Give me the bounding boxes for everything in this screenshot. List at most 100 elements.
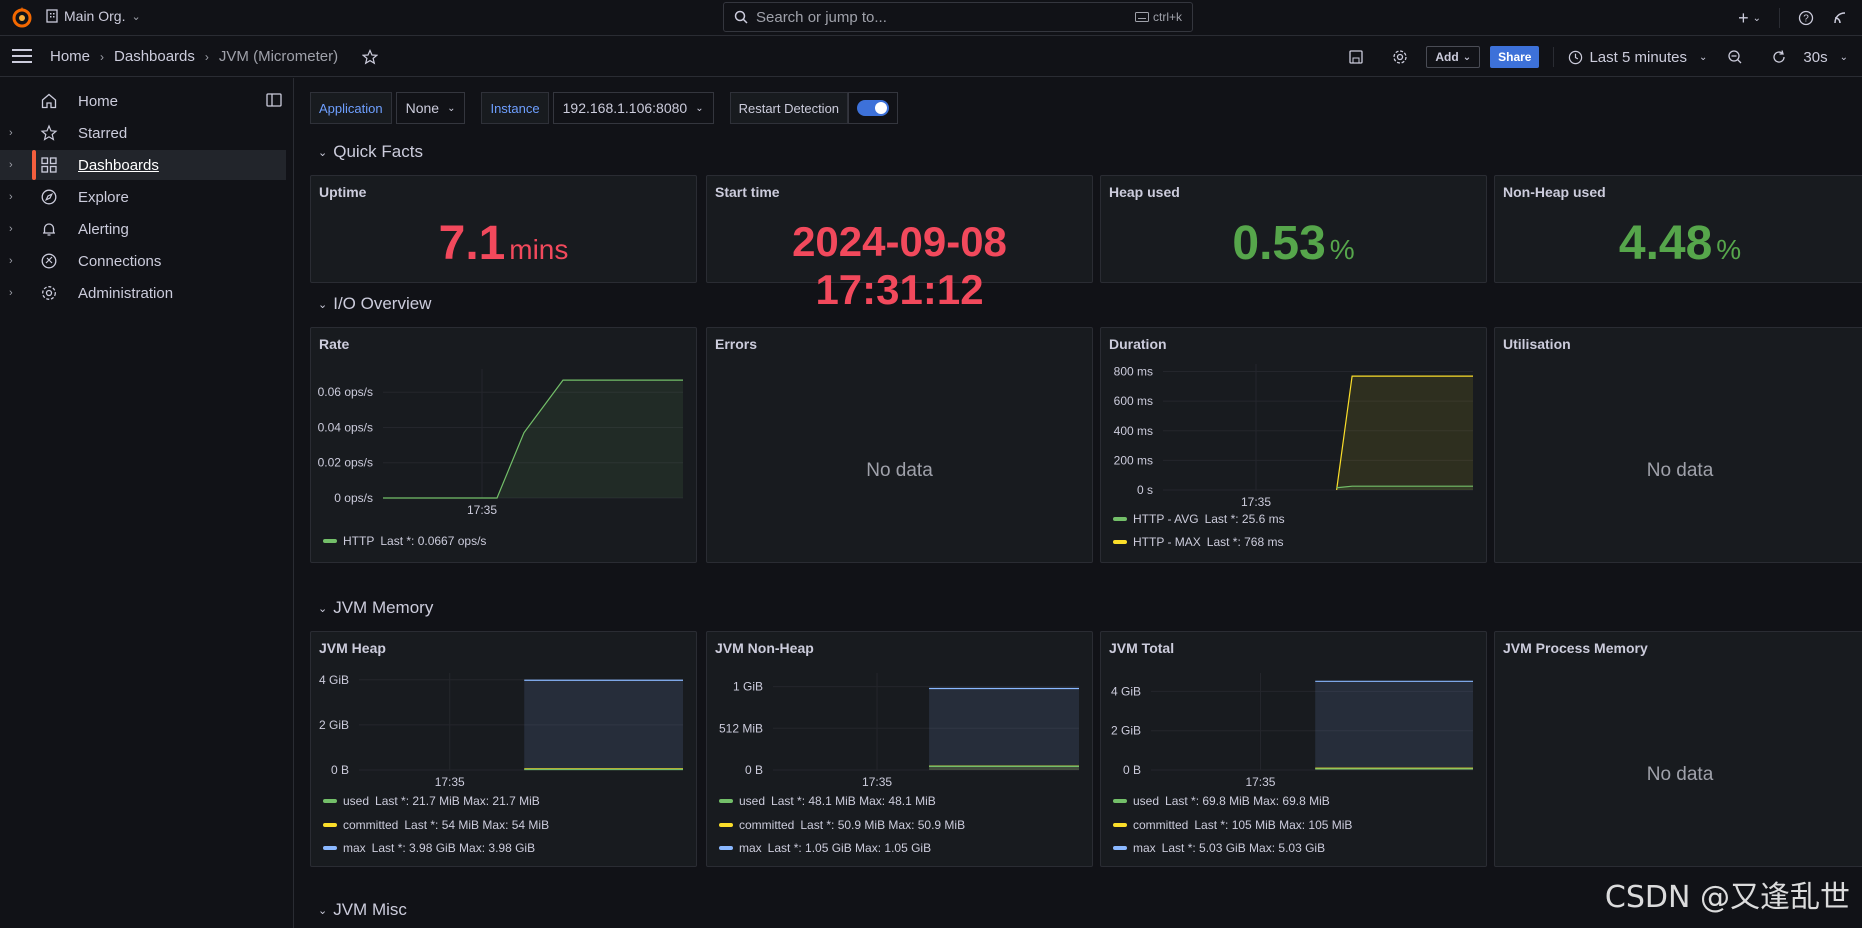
y-tick-label: 2 GiB (1111, 724, 1141, 738)
variable-label-instance: Instance (481, 92, 549, 124)
stat-number: 4.48 (1618, 217, 1713, 270)
time-range-picker[interactable]: Last 5 minutes ⌄ (1568, 49, 1707, 66)
divider (1779, 8, 1780, 28)
share-button[interactable]: Share (1490, 46, 1540, 68)
chevron-right-icon[interactable]: › (9, 223, 13, 235)
refresh-interval-picker[interactable]: 30s ⌄ (1803, 49, 1848, 66)
grafana-logo-icon[interactable] (10, 5, 34, 29)
jvm-heap-chart[interactable]: 0 B 2 GiB 4 GiB 17:35 (311, 668, 698, 818)
panel-title: Duration (1109, 336, 1167, 352)
instance-value: 192.168.1.106:8080 (562, 100, 688, 116)
panel-utilisation[interactable]: Utilisation No data (1494, 327, 1862, 563)
news-icon[interactable] (1832, 10, 1848, 26)
row-jvm-misc[interactable]: ⌄ JVM Misc (318, 900, 407, 920)
dock-menu-icon[interactable] (266, 92, 282, 108)
y-tick-label: 0 B (331, 763, 349, 777)
sidebar-item-label: Connections (78, 252, 162, 270)
legend-swatch (1113, 540, 1127, 544)
chevron-right-icon[interactable]: › (9, 191, 13, 203)
refresh-icon[interactable] (1771, 49, 1787, 65)
chevron-down-icon: ⌄ (1699, 51, 1708, 63)
legend-name: used (739, 794, 766, 808)
legend-name: max (739, 841, 762, 855)
chevron-right-icon[interactable]: › (9, 159, 13, 171)
panel-title: Heap used (1109, 184, 1180, 200)
breadcrumb-dashboards[interactable]: Dashboards (114, 48, 195, 65)
chevron-right-icon[interactable]: › (9, 127, 13, 139)
chevron-right-icon[interactable]: › (9, 255, 13, 267)
zoom-out-icon[interactable] (1727, 49, 1743, 65)
legend-item[interactable]: used Last *: 21.7 MiB Max: 21.7 MiB (323, 794, 540, 808)
sidebar: Home › Starred › Dashboards › Explore › … (0, 78, 294, 928)
legend-item[interactable]: used Last *: 69.8 MiB Max: 69.8 MiB (1113, 794, 1330, 808)
chevron-right-icon[interactable]: › (9, 287, 13, 299)
breadcrumb-current: JVM (Micrometer) (218, 48, 339, 65)
panel-start-time[interactable]: Start time 2024-09-08 17:31:12 (706, 175, 1093, 313)
y-tick-label: 0 B (745, 763, 763, 777)
chevron-down-icon: ⌄ (318, 298, 328, 311)
row-jvm-memory[interactable]: ⌄ JVM Memory (318, 598, 433, 618)
sidebar-item-administration[interactable]: › Administration (0, 278, 286, 308)
panel-duration[interactable]: Duration 0 s 200 ms 400 ms 600 ms 800 ms 17:3… (1100, 327, 1487, 563)
x-tick-label: 17:35 (1241, 495, 1271, 509)
search-bar[interactable]: Search or jump to... ctrl+k (723, 2, 1193, 32)
sidebar-item-label: Explore (78, 188, 129, 206)
panel-non-heap-used[interactable]: Non-Heap used 4.48 % (1494, 175, 1862, 283)
panel-jvm-process-memory[interactable]: JVM Process Memory No data (1494, 631, 1862, 867)
legend-item[interactable]: max Last *: 1.05 GiB Max: 1.05 GiB (719, 841, 931, 855)
rate-chart[interactable]: 0 ops/s 0.02 ops/s 0.04 ops/s 0.06 ops/s 17:… (311, 364, 698, 544)
legend-swatch (323, 823, 337, 827)
sidebar-item-explore[interactable]: › Explore (0, 182, 286, 212)
jvm-total-chart[interactable]: 0 B 2 GiB 4 GiB 17:35 (1101, 668, 1488, 818)
sidebar-item-home[interactable]: Home (0, 86, 286, 116)
jvm-non-heap-chart[interactable]: 0 B 512 MiB 1 GiB 17:35 (707, 668, 1094, 818)
legend-name: used (343, 794, 370, 808)
star-icon[interactable] (362, 48, 379, 65)
panel-jvm-total[interactable]: JVM Total 0 B 2 GiB 4 GiB 17:35 used Last *:… (1100, 631, 1487, 867)
legend-stats: Last *: 5.03 GiB Max: 5.03 GiB (1161, 841, 1326, 855)
panel-uptime[interactable]: Uptime 7.1 mins (310, 175, 697, 283)
legend-item[interactable]: max Last *: 3.98 GiB Max: 3.98 GiB (323, 841, 535, 855)
sidebar-item-connections[interactable]: › Connections (0, 246, 286, 276)
legend-item[interactable]: HTTP Last *: 0.0667 ops/s (323, 534, 486, 548)
sidebar-item-label: Home (78, 92, 119, 110)
y-tick-label: 4 GiB (1111, 684, 1141, 698)
sidebar-item-starred[interactable]: › Starred (0, 118, 286, 148)
duration-chart[interactable]: 0 s 200 ms 400 ms 600 ms 800 ms 17:35 (1101, 358, 1488, 518)
legend-item[interactable]: committed Last *: 105 MiB Max: 105 MiB (1113, 818, 1352, 832)
panel-jvm-heap[interactable]: JVM Heap 0 B 2 GiB 4 GiB 17:35 used Last *: … (310, 631, 697, 867)
restart-detection-toggle[interactable] (848, 92, 899, 124)
panel-heap-used[interactable]: Heap used 0.53 % (1100, 175, 1487, 283)
legend-item[interactable]: committed Last *: 50.9 MiB Max: 50.9 MiB (719, 818, 965, 832)
stat-value: 0.53 % (1101, 216, 1486, 271)
legend-stats: Last *: 105 MiB Max: 105 MiB (1194, 818, 1353, 832)
sidebar-item-alerting[interactable]: › Alerting (0, 214, 286, 244)
new-menu-button[interactable]: + ⌄ (1738, 7, 1761, 28)
y-tick-label: 0.06 ops/s (318, 385, 373, 399)
panel-errors[interactable]: Errors No data (706, 327, 1093, 563)
org-switcher[interactable]: Main Org. ⌄ (46, 8, 141, 24)
toggle-switch[interactable] (857, 100, 890, 116)
sidebar-item-dashboards[interactable]: › Dashboards (0, 150, 286, 180)
settings-icon[interactable] (1392, 49, 1408, 65)
legend-item[interactable]: HTTP - MAX Last *: 768 ms (1113, 535, 1284, 549)
add-button[interactable]: Add ⌄ (1426, 46, 1481, 68)
save-icon[interactable] (1348, 49, 1364, 65)
legend-item[interactable]: max Last *: 5.03 GiB Max: 5.03 GiB (1113, 841, 1325, 855)
instance-select[interactable]: 192.168.1.106:8080 ⌄ (552, 92, 714, 124)
sidebar-item-label: Starred (78, 124, 128, 142)
panel-jvm-non-heap[interactable]: JVM Non-Heap 0 B 512 MiB 1 GiB 17:35 used La… (706, 631, 1093, 867)
legend-stats: Last *: 69.8 MiB Max: 69.8 MiB (1165, 794, 1330, 808)
row-quick-facts[interactable]: ⌄ Quick Facts (318, 142, 423, 162)
help-icon[interactable]: ? (1798, 10, 1814, 26)
y-tick-label: 0 s (1137, 483, 1153, 497)
breadcrumb-home[interactable]: Home (50, 48, 91, 65)
legend-item[interactable]: committed Last *: 54 MiB Max: 54 MiB (323, 818, 549, 832)
legend-item[interactable]: HTTP - AVG Last *: 25.6 ms (1113, 512, 1285, 526)
menu-icon[interactable] (12, 48, 32, 64)
home-icon (41, 93, 57, 109)
application-select[interactable]: None ⌄ (395, 92, 466, 124)
panel-rate[interactable]: Rate 0 ops/s 0.02 ops/s 0.04 ops/s 0.06 ops… (310, 327, 697, 563)
legend-item[interactable]: used Last *: 48.1 MiB Max: 48.1 MiB (719, 794, 936, 808)
row-io-overview[interactable]: ⌄ I/O Overview (318, 294, 431, 314)
